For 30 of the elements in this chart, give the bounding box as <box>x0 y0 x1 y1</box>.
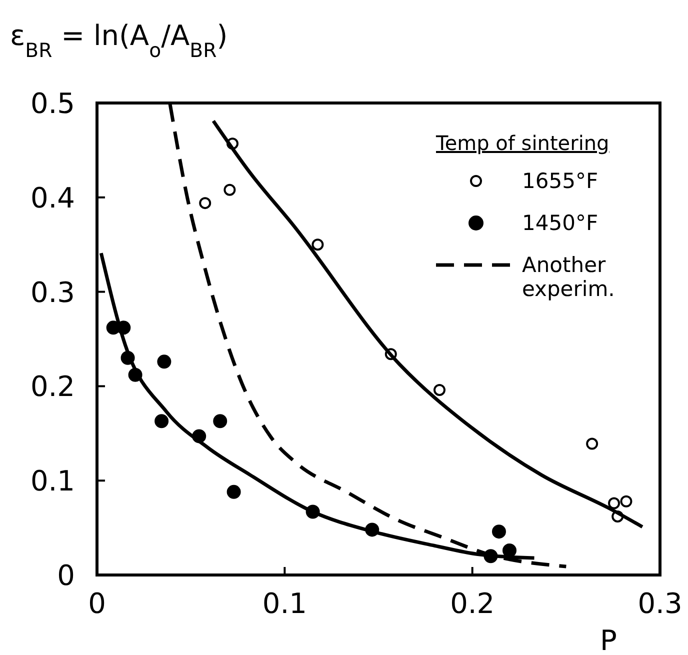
y-axis-title: ε$_{BR}$ = ln(A$_{o}$/A$_{BR}$) <box>10 19 228 62</box>
point <box>213 414 228 428</box>
y-tick-label: 0.4 <box>30 181 75 214</box>
point <box>492 524 506 539</box>
y-tick-label: 0.5 <box>30 87 75 120</box>
x-tick-label: 0.1 <box>262 587 307 620</box>
point <box>502 543 516 558</box>
y-tick-label: 0 <box>57 559 75 592</box>
point <box>620 495 632 508</box>
point <box>312 238 324 251</box>
point <box>586 438 598 450</box>
line-series <box>212 119 644 529</box>
point <box>226 484 241 499</box>
legend-label: Another experim. <box>522 253 615 301</box>
point <box>154 414 169 428</box>
legend-title: Temp of sintering <box>435 131 610 155</box>
point <box>224 184 236 196</box>
y-tick-label: 0.1 <box>30 464 75 498</box>
point <box>433 384 446 396</box>
x-tick-label: 0 <box>88 587 106 620</box>
point <box>199 197 212 210</box>
legend-label: 1450°F <box>522 211 598 235</box>
x-tick-label: 0.2 <box>450 587 495 620</box>
x-axis-title: P <box>600 624 617 655</box>
x-tick-label: 0.3 <box>638 587 682 620</box>
y-tick-label: 0.3 <box>30 276 75 309</box>
point <box>157 354 172 369</box>
legend-label: 1655°F <box>522 169 598 193</box>
point <box>608 497 620 510</box>
y-tick-label: 0.2 <box>30 370 75 404</box>
